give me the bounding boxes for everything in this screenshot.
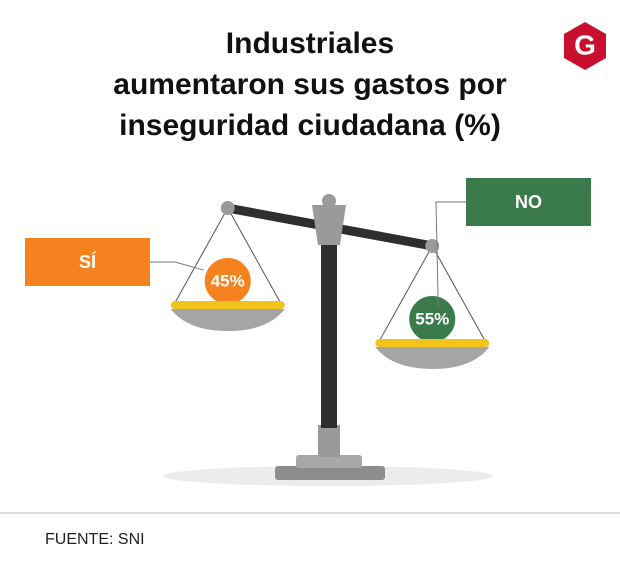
- title-line: Industriales: [226, 27, 394, 60]
- value-label: 45%: [211, 272, 245, 291]
- column: [321, 240, 337, 428]
- base: [275, 466, 385, 480]
- connector: [435, 201, 466, 308]
- scale: 45% SÍ 55% NO: [25, 178, 591, 369]
- logo-badge: [564, 22, 606, 70]
- pan-rim: [375, 338, 490, 347]
- column-foot: [318, 425, 340, 457]
- pan-rim: [170, 301, 285, 310]
- base-top: [296, 455, 362, 468]
- logo-text: G: [574, 29, 596, 60]
- string: [377, 245, 433, 344]
- logo: G: [564, 22, 606, 70]
- pivot-knob: [322, 194, 336, 208]
- pan: [375, 346, 490, 369]
- hook: [425, 238, 440, 253]
- title-line: aumentaron sus gastos por: [113, 68, 507, 101]
- pan: [170, 309, 285, 332]
- string: [227, 207, 283, 306]
- category-label: NO: [515, 192, 542, 212]
- string: [431, 245, 487, 344]
- category-label: SÍ: [79, 251, 97, 272]
- string: [173, 207, 229, 306]
- source: FUENTE: SNI: [45, 531, 145, 548]
- title-line: inseguridad ciudadana (%): [119, 109, 501, 142]
- category-box: [466, 178, 591, 226]
- value-label: 55%: [415, 309, 449, 328]
- hook: [220, 201, 235, 216]
- category-box: [25, 238, 150, 286]
- pivot: [312, 205, 346, 245]
- connector: [150, 261, 204, 271]
